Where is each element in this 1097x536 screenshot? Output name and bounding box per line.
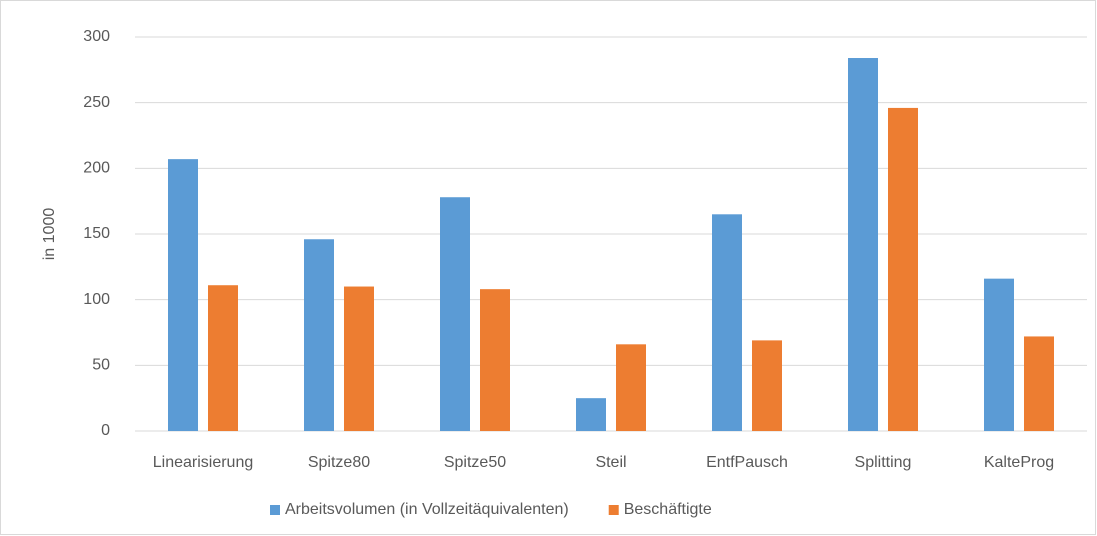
- bar: [1024, 336, 1054, 431]
- bar: [712, 214, 742, 431]
- bar: [752, 340, 782, 431]
- y-tick-label: 0: [101, 422, 110, 439]
- bar: [888, 107, 918, 432]
- y-axis-label: in 1000: [41, 208, 58, 261]
- x-tick-label: Splitting: [855, 454, 912, 471]
- bar: [616, 344, 646, 431]
- bar: [344, 286, 374, 431]
- x-tick-label: KalteProg: [984, 454, 1054, 471]
- x-tick-label: Spitze80: [308, 454, 370, 471]
- y-tick-label: 50: [92, 357, 110, 374]
- legend-label: Arbeitsvolumen (in Vollzeitäquivalenten): [285, 501, 569, 518]
- y-tick-label: 300: [83, 28, 110, 45]
- y-tick-label: 250: [83, 94, 110, 111]
- y-tick-label: 200: [83, 160, 110, 177]
- y-tick-label: 150: [83, 225, 110, 242]
- legend-label: Beschäftigte: [624, 501, 712, 518]
- bar: [304, 239, 334, 431]
- y-tick-label: 100: [83, 291, 110, 308]
- bar: [480, 289, 510, 431]
- legend-swatch: [608, 505, 619, 515]
- x-tick-label: Steil: [595, 454, 626, 471]
- x-tick-label: Linearisierung: [153, 454, 254, 471]
- bar: [208, 285, 238, 431]
- bar: [848, 58, 878, 431]
- legend-swatch: [270, 505, 280, 515]
- bar: [576, 398, 606, 431]
- bar: [168, 159, 198, 431]
- bar: [984, 278, 1014, 431]
- bar: [440, 197, 470, 431]
- x-tick-label: Spitze50: [444, 454, 506, 471]
- x-tick-label: EntfPausch: [706, 454, 788, 471]
